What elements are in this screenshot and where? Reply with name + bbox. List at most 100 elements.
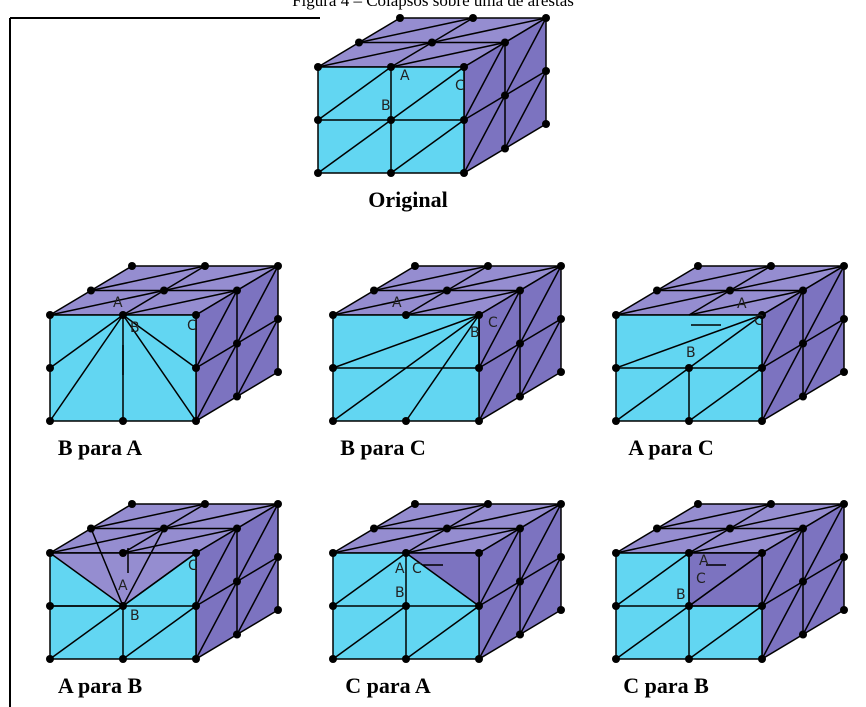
cube: ABCB para A bbox=[46, 262, 282, 460]
point-label: B bbox=[130, 608, 140, 624]
vertex bbox=[274, 368, 282, 376]
point-label: B bbox=[395, 585, 405, 601]
vertex bbox=[799, 393, 807, 401]
vertex bbox=[233, 393, 241, 401]
figure-title: Figura 4 – Colapsos sobre uma de arestas bbox=[292, 0, 574, 10]
vertex bbox=[402, 655, 410, 663]
point-label: A bbox=[392, 295, 402, 311]
vertex bbox=[233, 287, 241, 295]
vertex bbox=[516, 287, 524, 295]
vertex bbox=[475, 549, 483, 557]
vertex bbox=[119, 417, 127, 425]
vertex bbox=[443, 287, 451, 295]
cube: ABCA para B bbox=[46, 500, 282, 698]
vertex bbox=[396, 14, 404, 22]
vertex bbox=[685, 417, 693, 425]
point-label: C bbox=[187, 318, 197, 334]
vertex bbox=[469, 14, 477, 22]
vertex bbox=[274, 606, 282, 614]
vertex bbox=[501, 39, 509, 47]
vertex bbox=[758, 364, 766, 372]
point-label: B bbox=[676, 587, 686, 603]
vertex bbox=[557, 368, 565, 376]
vertex bbox=[694, 500, 702, 508]
cube: ABCC para A bbox=[329, 500, 565, 698]
vertex bbox=[767, 262, 775, 270]
vertex bbox=[387, 116, 395, 124]
vertex bbox=[411, 500, 419, 508]
vertex bbox=[46, 655, 54, 663]
vertex bbox=[799, 525, 807, 533]
vertex bbox=[653, 525, 661, 533]
vertex bbox=[87, 287, 95, 295]
vertex bbox=[402, 417, 410, 425]
vertex bbox=[840, 553, 848, 561]
vertex bbox=[119, 311, 127, 319]
point-label: B bbox=[381, 98, 391, 114]
vertex bbox=[612, 602, 620, 610]
panel-label: C para A bbox=[345, 673, 431, 698]
vertex bbox=[411, 262, 419, 270]
vertex bbox=[192, 417, 200, 425]
vertex bbox=[799, 631, 807, 639]
vertex bbox=[329, 311, 337, 319]
point-label: C bbox=[455, 78, 465, 94]
vertex bbox=[612, 364, 620, 372]
vertex bbox=[192, 655, 200, 663]
vertex bbox=[799, 287, 807, 295]
vertex bbox=[274, 315, 282, 323]
vertex bbox=[233, 578, 241, 586]
vertex bbox=[160, 287, 168, 295]
vertex bbox=[501, 92, 509, 100]
vertex bbox=[192, 549, 200, 557]
vertex bbox=[542, 67, 550, 75]
vertex bbox=[274, 553, 282, 561]
vertex bbox=[329, 417, 337, 425]
vertex bbox=[46, 417, 54, 425]
point-label: A bbox=[395, 561, 405, 577]
vertex bbox=[726, 287, 734, 295]
vertex bbox=[612, 655, 620, 663]
vertex bbox=[329, 602, 337, 610]
vertex bbox=[370, 287, 378, 295]
vertex bbox=[329, 364, 337, 372]
vertex bbox=[46, 602, 54, 610]
vertex bbox=[475, 311, 483, 319]
cube: A BC C para B bbox=[612, 500, 848, 698]
vertex bbox=[314, 116, 322, 124]
vertex bbox=[314, 63, 322, 71]
vertex bbox=[685, 549, 693, 557]
vertex bbox=[516, 525, 524, 533]
vertex bbox=[840, 368, 848, 376]
vertex bbox=[840, 500, 848, 508]
vertex bbox=[443, 525, 451, 533]
vertex bbox=[128, 500, 136, 508]
point-label: A bbox=[400, 68, 410, 84]
vertex bbox=[160, 525, 168, 533]
vertex bbox=[516, 393, 524, 401]
vertex bbox=[799, 340, 807, 348]
panel-label: A para B bbox=[58, 673, 143, 698]
vertex bbox=[557, 262, 565, 270]
point-label: C bbox=[696, 571, 706, 587]
vertex bbox=[516, 631, 524, 639]
vertex bbox=[233, 525, 241, 533]
panel-label: A para C bbox=[628, 435, 714, 460]
point-label: A bbox=[699, 553, 709, 569]
vertex bbox=[484, 500, 492, 508]
vertex bbox=[119, 549, 127, 557]
panel-label: C para B bbox=[623, 673, 709, 698]
vertex bbox=[612, 311, 620, 319]
vertex bbox=[501, 145, 509, 153]
vertex bbox=[402, 549, 410, 557]
vertex bbox=[475, 655, 483, 663]
point-label: B bbox=[686, 345, 696, 361]
vertex bbox=[428, 39, 436, 47]
point-label: A bbox=[113, 295, 123, 311]
vertex bbox=[694, 262, 702, 270]
vertex bbox=[557, 606, 565, 614]
vertex bbox=[475, 417, 483, 425]
vertex bbox=[475, 602, 483, 610]
vertex bbox=[758, 655, 766, 663]
